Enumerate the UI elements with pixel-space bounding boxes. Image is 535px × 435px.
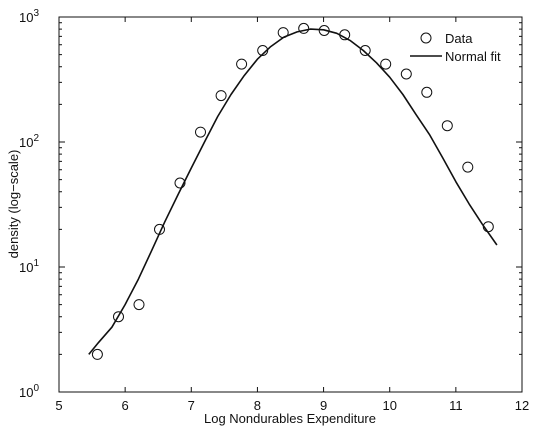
y-tick-label: 103 bbox=[19, 8, 39, 25]
normal-fit-line bbox=[88, 28, 498, 355]
data-point bbox=[421, 86, 433, 98]
y-tick-label-exponent: 0 bbox=[33, 383, 39, 394]
legend-data-marker bbox=[420, 32, 432, 44]
x-tick-label: 10 bbox=[382, 398, 396, 413]
data-point bbox=[113, 311, 124, 323]
y-tick-label: 100 bbox=[19, 383, 39, 400]
x-tick-label: 5 bbox=[55, 398, 62, 413]
legend-normal-fit-label: Normal fit bbox=[445, 49, 501, 64]
y-tick-label-exponent: 3 bbox=[33, 8, 39, 19]
legend-data-label: Data bbox=[445, 31, 473, 46]
data-point bbox=[359, 45, 371, 56]
y-tick-label-base: 10 bbox=[19, 385, 33, 400]
y-tick-label-exponent: 2 bbox=[33, 133, 39, 144]
x-tick-label: 12 bbox=[515, 398, 529, 413]
plot-frame bbox=[58, 16, 523, 393]
x-tick-label: 6 bbox=[122, 398, 129, 413]
data-point bbox=[462, 161, 474, 173]
x-axis-title: Log Nondurables Expenditure bbox=[204, 411, 376, 426]
data-point bbox=[400, 68, 412, 80]
x-tick-label: 9 bbox=[320, 398, 327, 413]
x-tick-label: 11 bbox=[449, 398, 463, 413]
y-tick-label: 101 bbox=[19, 258, 39, 275]
data-point bbox=[174, 177, 186, 189]
data-point bbox=[298, 22, 310, 34]
y-tick-label-base: 10 bbox=[19, 10, 33, 25]
y-axis-title: density (log−scale) bbox=[6, 150, 21, 259]
x-tick-label: 8 bbox=[254, 398, 261, 413]
data-point bbox=[133, 299, 145, 311]
data-point bbox=[195, 126, 206, 138]
data-point bbox=[215, 90, 227, 102]
legend: Data Normal fit bbox=[410, 31, 501, 64]
data-point bbox=[441, 120, 453, 132]
data-point bbox=[91, 348, 103, 360]
data-point bbox=[380, 58, 392, 70]
y-tick-label-base: 10 bbox=[19, 135, 33, 150]
data-point bbox=[236, 58, 248, 70]
y-tick-label: 102 bbox=[19, 133, 39, 150]
x-axis-ticks: 5 6 7 8 9 10 11 12 bbox=[55, 17, 529, 413]
plot-series bbox=[88, 22, 498, 360]
x-tick-label: 7 bbox=[188, 398, 195, 413]
y-tick-label-base: 10 bbox=[19, 260, 33, 275]
y-tick-label-exponent: 1 bbox=[33, 258, 39, 269]
